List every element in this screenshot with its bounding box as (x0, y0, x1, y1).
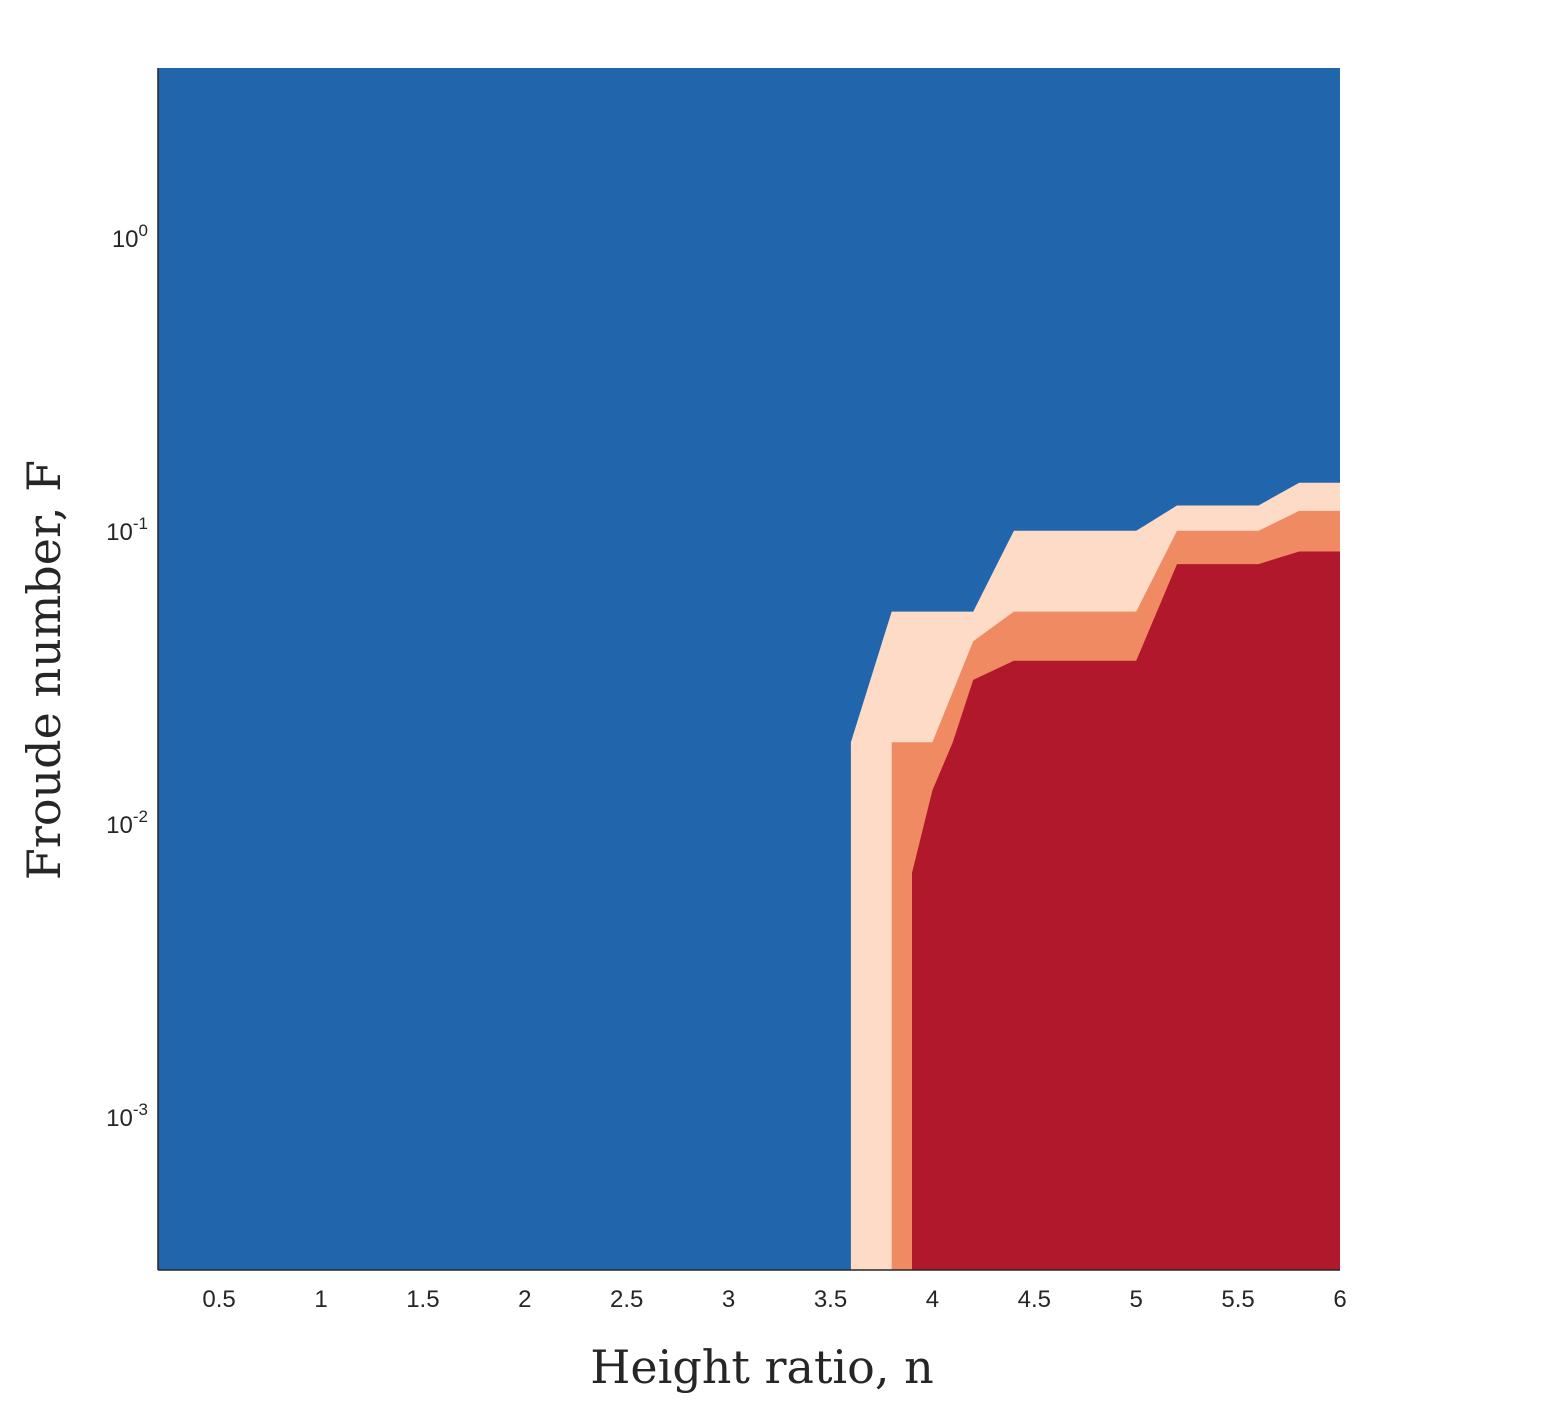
x-tick-labels: 0.5 1 1.5 2 2.5 3 3.5 4 4.5 5 5.5 6 (202, 1286, 1346, 1313)
contour-level-3 (912, 551, 1340, 1270)
x-tick-label: 3.5 (814, 1286, 847, 1313)
x-tick-label: 5.5 (1221, 1286, 1254, 1313)
x-axis-title: Height ratio, n (590, 1340, 933, 1394)
x-tick-label: 1 (314, 1286, 327, 1313)
y-tick-label: 100 (112, 221, 148, 253)
y-tick-labels: 10-3 10-2 10-1 100 (106, 221, 148, 1132)
y-axis-title: Froude number, F (17, 460, 71, 880)
x-tick-label: 4.5 (1018, 1286, 1051, 1313)
x-tick-label: 4 (926, 1286, 939, 1313)
x-tick-label: 6 (1333, 1286, 1346, 1313)
y-tick-label: 10-3 (106, 1100, 148, 1132)
contour-regions (850, 482, 1340, 1270)
x-tick-label: 5 (1130, 1286, 1143, 1313)
x-tick-label: 2 (518, 1286, 531, 1313)
x-tick-label: 2.5 (610, 1286, 643, 1313)
y-tick-label: 10-2 (106, 807, 148, 839)
x-tick-label: 3 (722, 1286, 735, 1313)
x-tick-label: 0.5 (202, 1286, 235, 1313)
y-tick-label: 10-1 (106, 514, 148, 546)
x-tick-label: 1.5 (406, 1286, 439, 1313)
